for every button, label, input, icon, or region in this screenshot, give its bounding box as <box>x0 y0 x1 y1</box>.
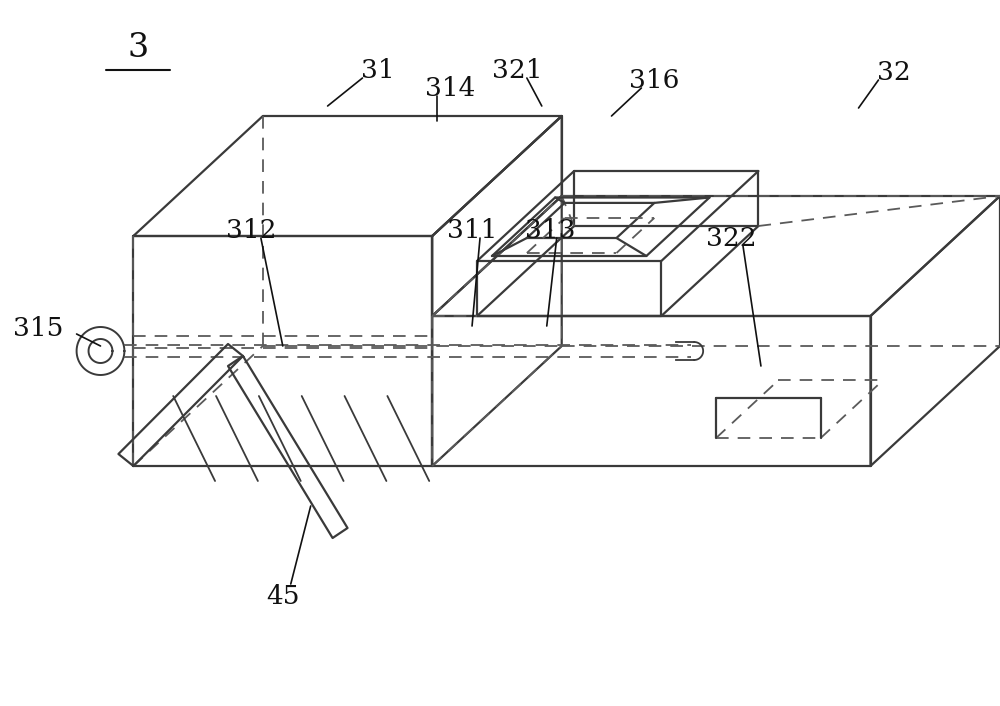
Text: 31: 31 <box>361 57 394 83</box>
Text: 3: 3 <box>128 32 149 64</box>
Text: 313: 313 <box>525 217 575 242</box>
Text: 312: 312 <box>226 217 276 242</box>
Text: 316: 316 <box>629 68 680 92</box>
Text: 32: 32 <box>877 59 910 85</box>
Text: 321: 321 <box>492 57 542 83</box>
Text: 315: 315 <box>13 316 64 340</box>
Text: 322: 322 <box>706 225 756 251</box>
Text: 45: 45 <box>266 583 300 609</box>
Text: 314: 314 <box>425 76 475 100</box>
Text: 311: 311 <box>447 217 497 242</box>
